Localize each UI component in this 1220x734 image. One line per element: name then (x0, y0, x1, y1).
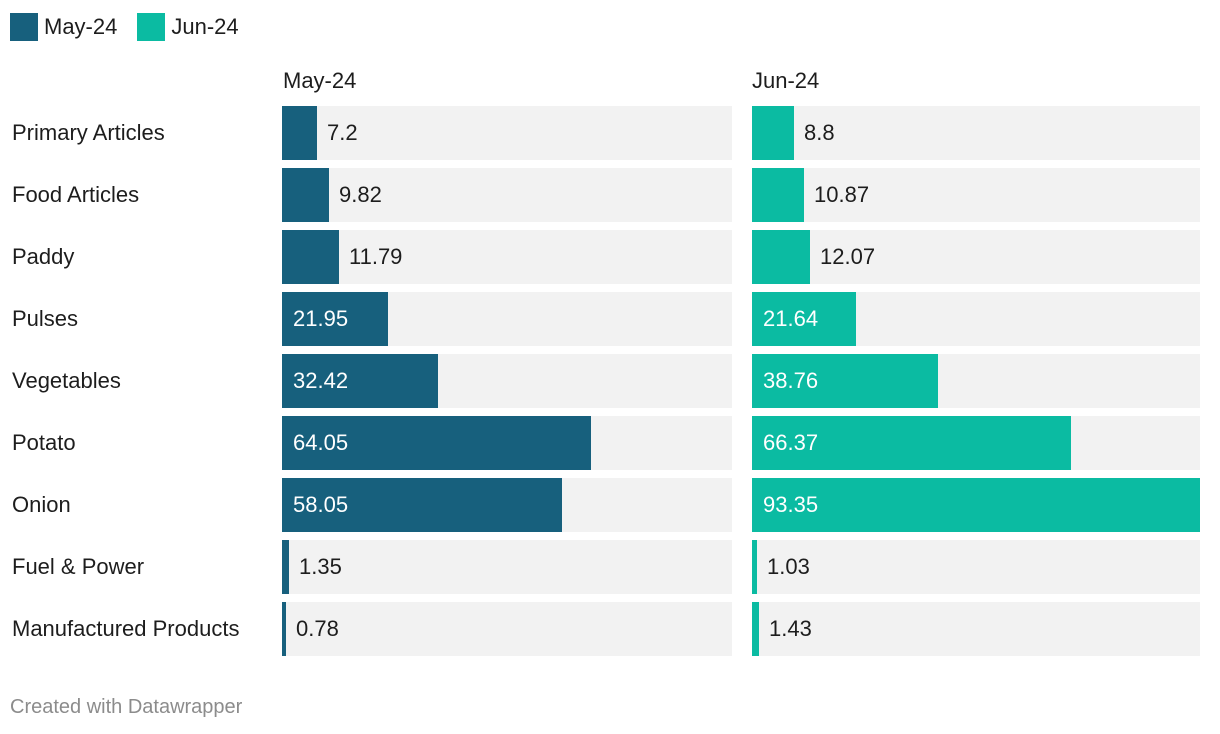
data-label: 9.82 (339, 182, 382, 207)
legend-label-jun: Jun-24 (171, 14, 239, 39)
bar-track: 9.82 (282, 168, 732, 222)
legend-swatch-may (10, 13, 38, 41)
bar-jun (752, 292, 856, 346)
bar-may (282, 230, 339, 284)
bar-track: 21.64 (752, 292, 1200, 346)
data-label: 21.95 (293, 306, 349, 331)
bar-track: 64.05 (282, 416, 732, 470)
legend-item-jun: Jun-24 (137, 13, 239, 41)
bar-track: 58.05 (282, 478, 732, 532)
bar-track: 1.35 (282, 540, 732, 594)
bar-may (282, 416, 591, 470)
bar-may (282, 540, 289, 594)
category-label: Onion (12, 492, 71, 517)
legend-swatch-jun (137, 13, 166, 41)
data-label: 1.43 (769, 616, 812, 641)
bar-jun (752, 602, 759, 656)
bar-track: 38.76 (752, 354, 1200, 408)
data-label: 1.03 (767, 554, 810, 579)
category-label: Potato (12, 430, 76, 455)
bar-track: 0.78 (282, 602, 732, 656)
bar-jun (752, 106, 794, 160)
category-label: Pulses (12, 306, 79, 331)
legend-label-may: May-24 (44, 14, 118, 39)
data-label: 93.35 (763, 492, 819, 517)
bar-may (282, 602, 286, 656)
bar-track: 32.42 (282, 354, 732, 408)
bar-jun (752, 540, 757, 594)
data-label: 0.78 (296, 616, 339, 641)
bar-may (282, 106, 317, 160)
data-label: 64.05 (293, 430, 349, 455)
bar-jun (752, 478, 1200, 532)
bar-may (282, 478, 562, 532)
data-label: 12.07 (820, 244, 876, 269)
bar-track: 11.79 (282, 230, 732, 284)
bar-track: 93.35 (752, 478, 1200, 532)
data-label: 21.64 (763, 306, 819, 331)
category-label: Manufactured Products (12, 616, 240, 641)
bar-track: 1.43 (752, 602, 1200, 656)
legend: May-24 Jun-24 (10, 12, 259, 42)
bar-track: 66.37 (752, 416, 1200, 470)
category-label: Paddy (12, 244, 75, 269)
category-label: Food Articles (12, 182, 140, 207)
data-label: 11.79 (349, 244, 403, 269)
bar-may (282, 168, 329, 222)
category-label: Vegetables (12, 368, 121, 393)
bar-track: 1.03 (752, 540, 1200, 594)
column-title-may: May-24 (283, 68, 357, 93)
bar-may (282, 354, 438, 408)
data-label: 10.87 (814, 182, 870, 207)
bar-jun (752, 230, 810, 284)
credit-text: Created with Datawrapper (10, 696, 243, 718)
data-label: 1.35 (299, 554, 342, 579)
bar-track: 21.95 (282, 292, 732, 346)
data-label: 8.8 (804, 120, 835, 145)
category-label: Primary Articles (12, 120, 165, 145)
legend-item-may: May-24 (10, 13, 117, 41)
data-label: 32.42 (293, 368, 349, 393)
bar-jun (752, 168, 804, 222)
bar-jun (752, 354, 938, 408)
column-title-jun: Jun-24 (752, 68, 820, 93)
data-label: 66.37 (763, 430, 819, 455)
bar-jun (752, 416, 1071, 470)
bar-track: 10.87 (752, 168, 1200, 222)
bar-may (282, 292, 388, 346)
bar-track: 8.8 (752, 106, 1200, 160)
category-label: Fuel & Power (12, 554, 145, 579)
bar-track: 12.07 (752, 230, 1200, 284)
bar-track: 7.2 (282, 106, 732, 160)
data-label: 38.76 (763, 368, 819, 393)
data-label: 58.05 (293, 492, 349, 517)
data-label: 7.2 (327, 120, 358, 145)
